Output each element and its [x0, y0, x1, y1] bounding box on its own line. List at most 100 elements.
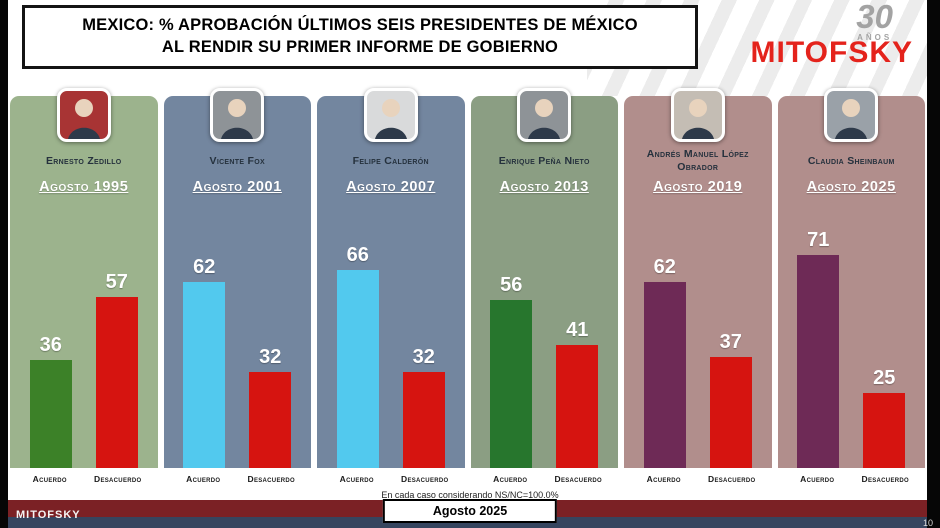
desacuerdo-bar — [709, 357, 752, 468]
footer-mitofsky-logo: MITOFSKY — [16, 509, 81, 521]
panel-date: Agosto 2019 — [653, 179, 743, 195]
desacuerdo-value: 25 — [873, 367, 896, 389]
desacuerdo-value: 37 — [719, 331, 742, 353]
acuerdo-label: Acuerdo — [186, 474, 221, 484]
page-title-line1: MEXICO: % APROBACIÓN ÚLTIMOS SEIS PRESID… — [82, 16, 638, 34]
desacuerdo-value: 32 — [259, 346, 282, 368]
acuerdo-value: 62 — [193, 256, 216, 278]
desacuerdo-bar-group: 32 — [402, 346, 445, 468]
desacuerdo-bar-group: 41 — [556, 319, 599, 468]
anniversary-number: 30 — [856, 0, 893, 35]
person-silhouette-icon — [681, 99, 714, 139]
desacuerdo-bar — [249, 372, 292, 468]
acuerdo-bar-group: 66 — [336, 244, 379, 468]
president-name: Vicente Fox — [209, 154, 265, 167]
panel-sheinbaum: Claudia Sheinbaum Agosto 2025 71 25 — [777, 88, 925, 468]
panel-date: Agosto 2001 — [192, 179, 282, 195]
series-label-row: Acuerdo Desacuerdo — [163, 468, 311, 490]
president-column-zedillo: Ernesto Zedillo Agosto 1995 36 57 Acuerd… — [10, 88, 158, 490]
panel-date: Agosto 2013 — [499, 179, 589, 195]
desacuerdo-bar — [95, 297, 138, 468]
acuerdo-bar-group: 62 — [643, 256, 686, 468]
acuerdo-label: Acuerdo — [493, 474, 528, 484]
president-photo — [56, 88, 111, 142]
president-name: Claudia Sheinbaum — [807, 154, 895, 167]
panel-zedillo: Ernesto Zedillo Agosto 1995 36 57 — [10, 88, 158, 468]
acuerdo-bar — [643, 282, 686, 468]
president-photo — [517, 88, 572, 142]
acuerdo-value: 56 — [500, 274, 523, 296]
left-black-strip — [0, 0, 8, 528]
person-silhouette-icon — [374, 99, 407, 139]
president-name: Enrique Peña Nieto — [498, 154, 590, 167]
president-photo — [670, 88, 725, 142]
person-silhouette-icon — [528, 99, 561, 139]
acuerdo-value: 66 — [346, 244, 369, 266]
desacuerdo-label: Desacuerdo — [861, 474, 909, 484]
desacuerdo-bar — [863, 393, 906, 468]
acuerdo-bar — [797, 255, 840, 468]
acuerdo-bar — [336, 270, 379, 468]
desacuerdo-bar — [402, 372, 445, 468]
desacuerdo-label: Desacuerdo — [94, 474, 142, 484]
series-label-row: Acuerdo Desacuerdo — [317, 468, 465, 490]
series-label-row: Acuerdo Desacuerdo — [777, 468, 925, 490]
acuerdo-value: 71 — [807, 229, 830, 251]
acuerdo-label: Acuerdo — [32, 474, 67, 484]
methodology-note: En cada caso considerando NS/NC=100.0% — [381, 490, 559, 500]
panel-date: Agosto 2025 — [806, 179, 896, 195]
acuerdo-bar-group: 62 — [183, 256, 226, 468]
panel-calderon: Felipe Calderón Agosto 2007 66 32 — [317, 88, 465, 468]
bar-pair: 62 32 — [164, 256, 312, 468]
series-label-row: Acuerdo Desacuerdo — [624, 468, 772, 490]
person-silhouette-icon — [221, 99, 254, 139]
president-name: Andrés Manuel López Obrador — [646, 148, 749, 173]
panel-pena-nieto: Enrique Peña Nieto Agosto 2013 56 41 — [470, 88, 619, 468]
president-column-fox: Vicente Fox Agosto 2001 62 32 Acuerdo De… — [163, 88, 312, 490]
acuerdo-bar — [183, 282, 226, 468]
desacuerdo-bar — [556, 345, 599, 468]
desacuerdo-bar-group: 32 — [249, 346, 292, 468]
president-photo — [210, 88, 265, 142]
panel-date: Agosto 1995 — [39, 179, 129, 195]
desacuerdo-value: 57 — [105, 271, 128, 293]
desacuerdo-bar-group: 37 — [709, 331, 752, 468]
president-photo — [363, 88, 418, 142]
panel-fox: Vicente Fox Agosto 2001 62 32 — [163, 88, 312, 468]
anniversary-30-mark: 30 AÑOS — [856, 0, 893, 42]
bar-pair: 66 32 — [317, 244, 465, 468]
acuerdo-label: Acuerdo — [800, 474, 835, 484]
mitofsky-logo: MITOFSKY — [750, 36, 913, 69]
acuerdo-bar — [29, 360, 72, 468]
acuerdo-label: Acuerdo — [646, 474, 681, 484]
acuerdo-value: 36 — [39, 334, 62, 356]
bar-pair: 62 37 — [624, 256, 772, 468]
desacuerdo-value: 41 — [566, 319, 589, 341]
person-silhouette-icon — [835, 99, 868, 139]
series-label-row: Acuerdo Desacuerdo — [10, 468, 158, 490]
page-number: 10 — [922, 518, 933, 528]
footer-date-badge: Agosto 2025 — [382, 499, 558, 523]
title-box: MEXICO: % APROBACIÓN ÚLTIMOS SEIS PRESID… — [22, 5, 698, 69]
acuerdo-value: 62 — [653, 256, 676, 278]
page-title-line2: AL RENDIR SU PRIMER INFORME DE GOBIERNO — [161, 37, 559, 56]
desacuerdo-bar-group: 25 — [863, 367, 906, 468]
chart-columns: Ernesto Zedillo Agosto 1995 36 57 Acuerd… — [10, 88, 925, 490]
panel-date: Agosto 2007 — [346, 179, 436, 195]
president-name: Ernesto Zedillo — [45, 154, 122, 167]
panel-lopez-obrador: Andrés Manuel López Obrador Agosto 2019 … — [624, 88, 772, 468]
header: 30 AÑOS MEXICO: % APROBACIÓN ÚLTIMOS SEI… — [8, 0, 927, 96]
desacuerdo-label: Desacuerdo — [247, 474, 295, 484]
desacuerdo-bar-group: 57 — [95, 271, 138, 468]
acuerdo-bar-group: 71 — [797, 229, 840, 468]
series-label-row: Acuerdo Desacuerdo — [470, 468, 618, 490]
desacuerdo-value: 32 — [412, 346, 435, 368]
president-column-lopez-obrador: Andrés Manuel López Obrador Agosto 2019 … — [624, 88, 772, 490]
bar-pair: 56 41 — [471, 274, 619, 468]
acuerdo-bar-group: 56 — [490, 274, 533, 468]
anniversary-label: AÑOS — [857, 33, 893, 42]
president-photo — [824, 88, 879, 142]
right-black-strip — [927, 0, 940, 528]
president-column-sheinbaum: Claudia Sheinbaum Agosto 2025 71 25 Acue… — [777, 88, 925, 490]
